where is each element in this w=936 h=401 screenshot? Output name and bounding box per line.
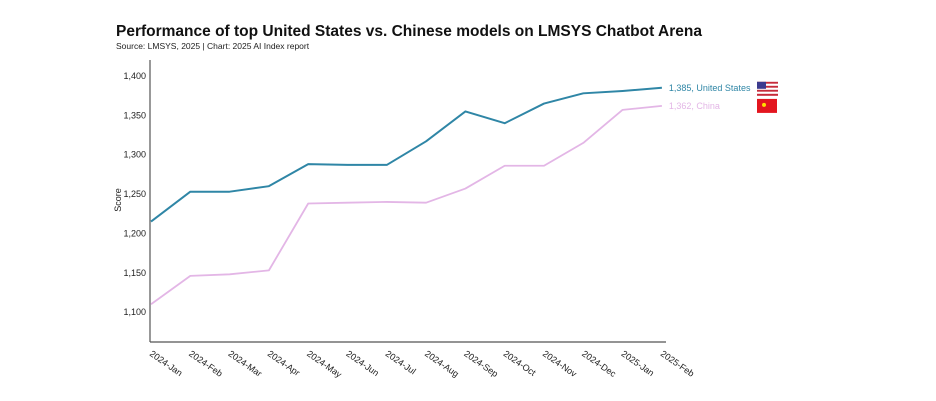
x-tick-label: 2024-Jun <box>344 348 380 378</box>
x-tick-label: 2024-Oct <box>502 348 538 378</box>
y-tick-label: 1,400 <box>123 71 146 81</box>
x-tick-label: 2024-May <box>305 348 344 379</box>
x-tick-label: 2024-Feb <box>187 348 224 378</box>
us-flag-icon <box>757 81 778 96</box>
series-line-united-states <box>150 86 662 223</box>
y-tick-label: 1,100 <box>123 307 146 317</box>
end-label: 1,362, China <box>669 101 720 111</box>
chart-title: Performance of top United States vs. Chi… <box>116 23 702 40</box>
x-tick-label: 2024-Nov <box>541 348 579 379</box>
x-tick-label: 2025-Feb <box>659 348 696 378</box>
y-tick-label: 1,350 <box>123 110 146 120</box>
y-tick-label: 1,250 <box>123 189 146 199</box>
china-flag-icon <box>757 98 777 113</box>
y-tick-label: 1,200 <box>123 228 146 238</box>
series-line-china <box>150 105 662 305</box>
x-tick-label: 2024-Apr <box>266 348 302 377</box>
x-tick-label: 2024-Dec <box>580 348 618 379</box>
x-tick-label: 2024-Mar <box>226 348 263 378</box>
end-label: 1,385, United States <box>669 83 751 93</box>
x-tick-label: 2024-Jul <box>384 348 418 376</box>
x-tick-label: 2024-Aug <box>423 348 461 379</box>
x-tick-label: 2025-Jan <box>619 348 655 378</box>
y-tick-label: 1,150 <box>123 268 146 278</box>
x-tick-label: 2024-Jan <box>148 348 184 378</box>
y-tick-label: 1,300 <box>123 150 146 160</box>
x-tick-label: 2024-Sep <box>462 348 500 379</box>
chart-subtitle: Source: LMSYS, 2025 | Chart: 2025 AI Ind… <box>116 41 310 51</box>
y-axis-label: Score <box>113 188 123 212</box>
